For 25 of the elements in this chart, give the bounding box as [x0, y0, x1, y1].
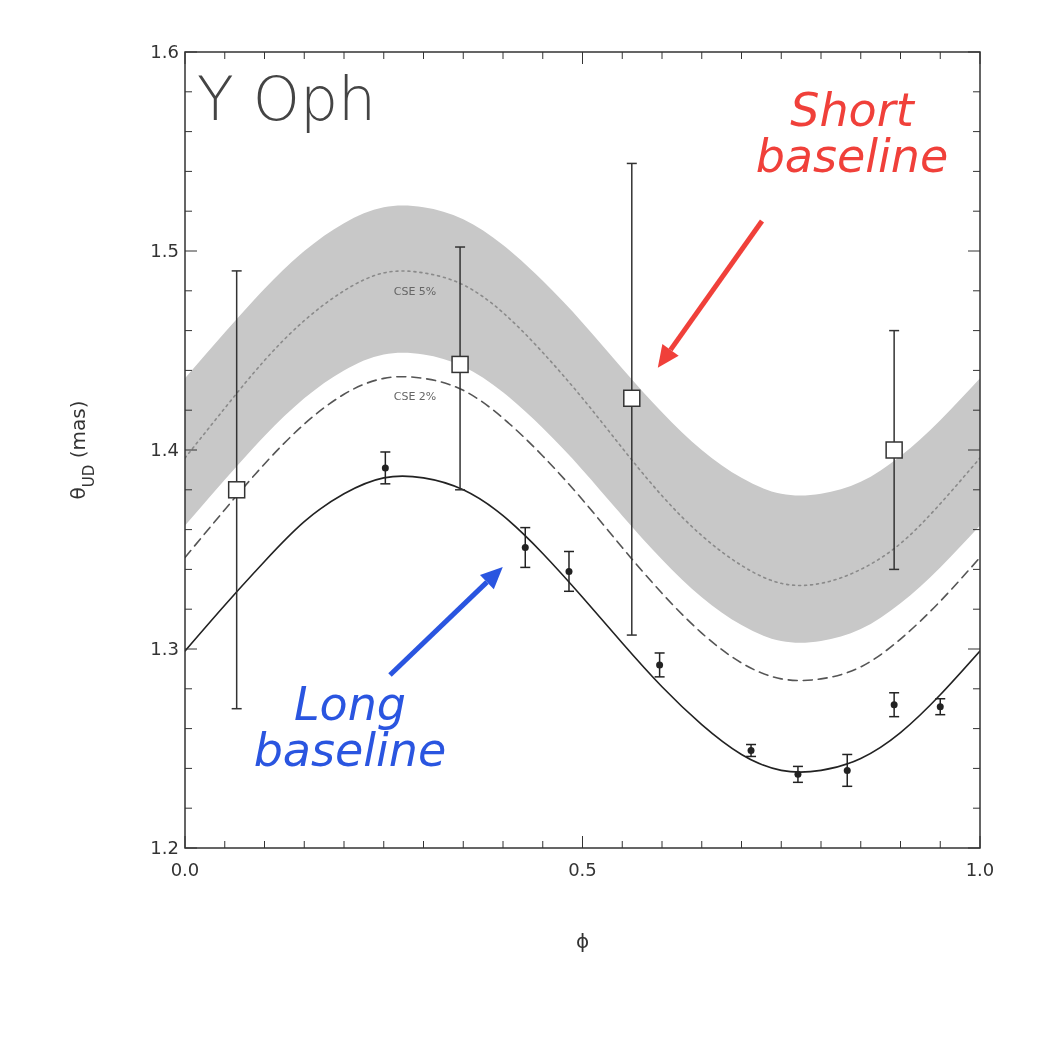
point [521, 544, 529, 552]
y-tick-label: 1.2 [150, 837, 179, 858]
point [890, 701, 898, 709]
annotation: Y Oph [197, 64, 377, 134]
x-axis-title: ϕ [575, 929, 590, 953]
point [794, 770, 802, 778]
point [451, 355, 469, 374]
point [656, 661, 664, 669]
series-label: CSE 2% [393, 390, 437, 404]
y-tick-label: 1.3 [150, 638, 179, 659]
y-tick-label: 1.5 [150, 240, 179, 261]
x-tick-label: 1.0 [965, 859, 995, 880]
series-label: CSE 5% [393, 284, 437, 298]
point [843, 766, 851, 774]
point [747, 746, 755, 754]
x-tick-label: 0.0 [170, 859, 200, 880]
point [623, 389, 641, 408]
x-tick-label: 0.5 [568, 859, 597, 880]
point [936, 703, 944, 711]
y-tick-label: 1.4 [150, 439, 179, 460]
y-tick-label: 1.6 [150, 41, 179, 62]
annotation: Long baseline [253, 677, 447, 777]
annotation: Short baseline [755, 83, 949, 183]
point [381, 464, 389, 472]
point [565, 567, 573, 575]
